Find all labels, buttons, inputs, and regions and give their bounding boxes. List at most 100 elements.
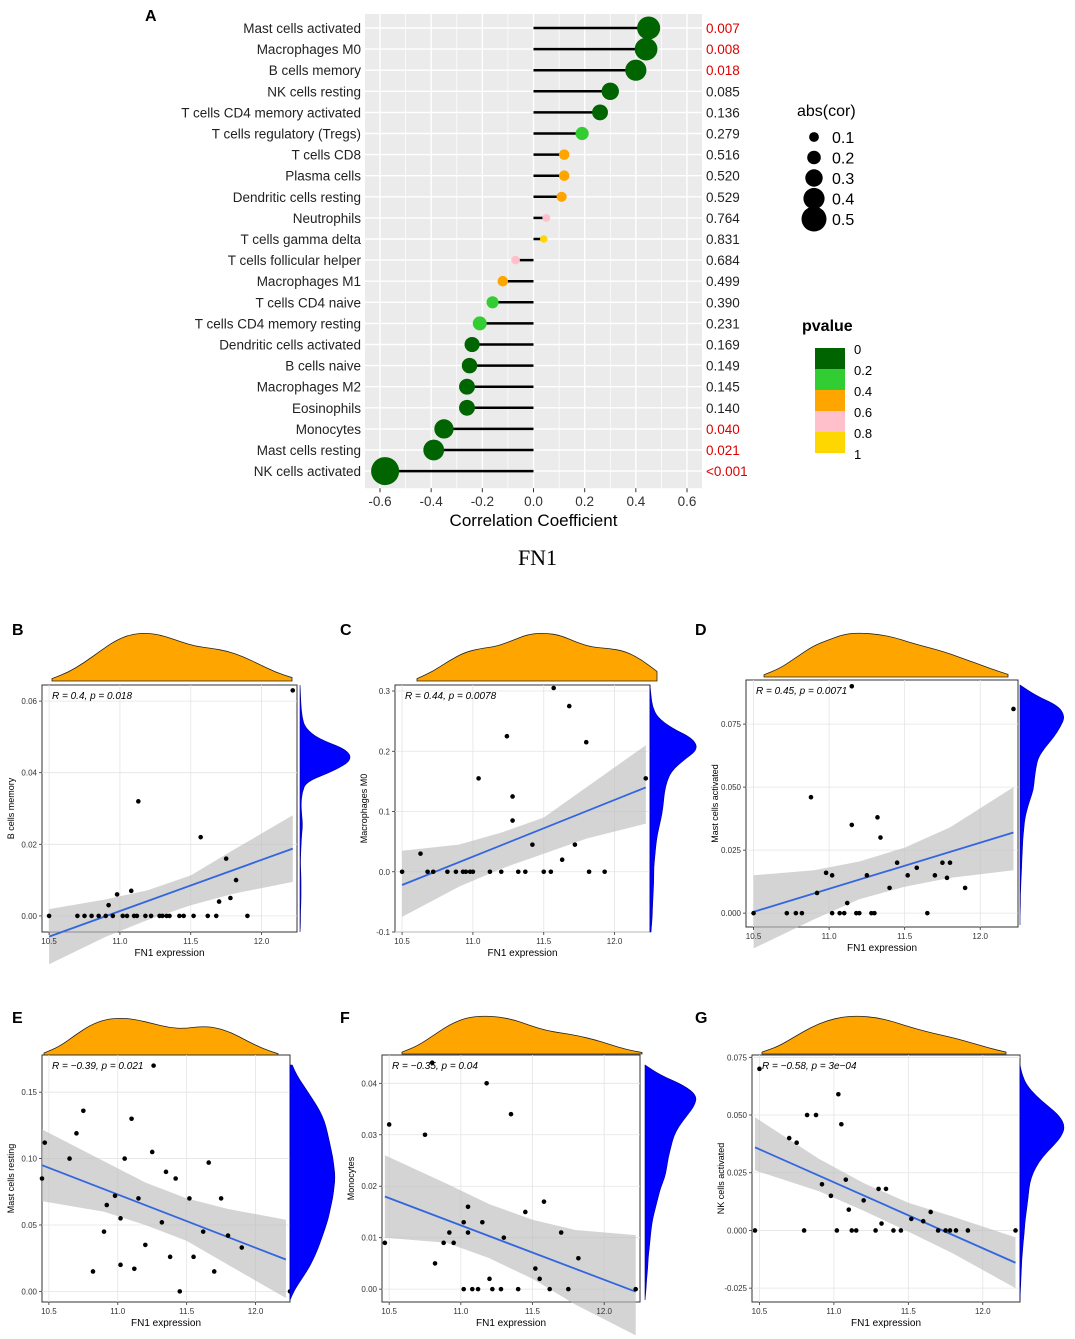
data-point [124, 913, 130, 919]
pvalue-label: 0.149 [706, 359, 740, 374]
data-point [504, 733, 510, 739]
row-label: Macrophages M2 [257, 380, 361, 395]
x-tick-label: 0.4 [626, 494, 645, 509]
data-point [498, 869, 504, 875]
data-point [962, 885, 968, 891]
density-top-fn1 [763, 632, 1009, 678]
data-point [853, 1228, 859, 1233]
x-tick-label: -0.4 [420, 494, 444, 509]
y-axis-title: Mast cells resting [6, 1144, 16, 1214]
correlation-annotation: R = 0.4, p = 0.018 [52, 691, 132, 702]
x-axis-title: Correlation Coefficient [450, 511, 618, 530]
size-legend-label: 0.3 [832, 171, 854, 188]
pvalue-label: 0.520 [706, 169, 740, 184]
row-label: B cells naive [285, 359, 361, 374]
lollipop-dot [634, 37, 658, 61]
data-point [813, 1112, 819, 1118]
data-point [839, 1121, 844, 1127]
data-point [786, 1135, 792, 1141]
data-point [148, 913, 154, 919]
density-right-celltype [289, 1064, 336, 1301]
data-point [894, 860, 900, 866]
panel-label-g: G [695, 1010, 708, 1027]
data-point [940, 860, 945, 866]
data-point [846, 1207, 852, 1212]
data-point [476, 776, 481, 781]
correlation-annotation: R = −0.39, p = 0.021 [52, 1061, 143, 1072]
density-right-celltype [649, 684, 697, 933]
data-point [163, 1169, 169, 1175]
y-tick-label: -0.025 [724, 1284, 747, 1293]
x-tick-label: 12.0 [972, 932, 988, 941]
pvalue-label: 0.279 [706, 127, 740, 142]
data-point [90, 1269, 96, 1274]
data-point [849, 1228, 855, 1233]
data-point [909, 1216, 914, 1222]
y-tick-label: 0.15 [21, 1088, 37, 1097]
data-point [819, 1181, 825, 1187]
color-legend-swatch [815, 348, 845, 369]
row-label: Monocytes [296, 422, 362, 437]
data-point [947, 860, 953, 866]
data-point [104, 1202, 110, 1208]
data-point [873, 1228, 878, 1233]
data-point [523, 1209, 528, 1215]
data-point [422, 1132, 428, 1138]
lollipop-dot [434, 419, 454, 439]
lollipop-dot [461, 357, 478, 374]
y-axis-title: B cells memory [6, 777, 16, 839]
pvalue-label: 0.140 [706, 401, 740, 416]
pvalue-label: <0.001 [706, 464, 748, 479]
lollipop-dot [539, 235, 548, 243]
lollipop-dot [511, 255, 520, 265]
data-point [122, 1156, 127, 1161]
data-point [177, 1289, 183, 1294]
x-tick-label: 10.5 [752, 1307, 768, 1316]
density-top-fn1 [761, 1015, 1007, 1055]
data-point [829, 873, 835, 878]
pvalue-label: 0.684 [706, 253, 740, 268]
data-point [490, 1286, 495, 1292]
x-tick-label: 11.5 [536, 937, 552, 946]
data-point [447, 1230, 452, 1235]
y-tick-label: 0.00 [21, 1287, 37, 1296]
panel-label-d: D [695, 622, 707, 639]
pvalue-label: 0.516 [706, 148, 740, 163]
data-point [187, 1196, 192, 1201]
data-point [480, 1219, 485, 1225]
x-axis-title: FN1 expression [134, 948, 204, 959]
y-tick-label: 0.06 [21, 697, 37, 706]
x-tick-label: 0.0 [524, 494, 543, 509]
data-point [533, 1266, 538, 1271]
data-point [118, 1262, 123, 1268]
data-point [498, 1286, 504, 1292]
x-tick-label: 12.0 [254, 937, 270, 946]
panel-label-b: B [12, 622, 24, 639]
pvalue-label: 0.169 [706, 338, 740, 353]
data-point [216, 899, 222, 904]
data-point [106, 902, 111, 908]
regression-line [41, 1164, 287, 1261]
lollipop-dot [472, 316, 487, 331]
data-point [75, 913, 80, 919]
data-point [602, 869, 607, 875]
color-legend-swatch [815, 432, 845, 453]
x-tick-label: 10.5 [41, 937, 57, 946]
x-tick-label: 11.5 [901, 1307, 917, 1316]
data-point [382, 1240, 388, 1246]
x-tick-label: 10.5 [746, 932, 762, 941]
pvalue-label: 0.764 [706, 211, 740, 226]
x-tick-label: 0.2 [575, 494, 594, 509]
x-tick-label: 10.5 [381, 1307, 397, 1316]
y-tick-label: 0.050 [727, 1111, 748, 1120]
x-tick-label: 12.0 [596, 1307, 612, 1316]
data-point [566, 1286, 571, 1292]
data-point [167, 1254, 173, 1260]
y-tick-label: 0.1 [379, 808, 391, 817]
data-point [101, 1229, 107, 1234]
data-point [872, 910, 877, 916]
data-point [200, 1229, 206, 1234]
panel-label-e: E [12, 1010, 23, 1027]
pvalue-label: 0.007 [706, 21, 740, 36]
data-point [523, 869, 528, 875]
